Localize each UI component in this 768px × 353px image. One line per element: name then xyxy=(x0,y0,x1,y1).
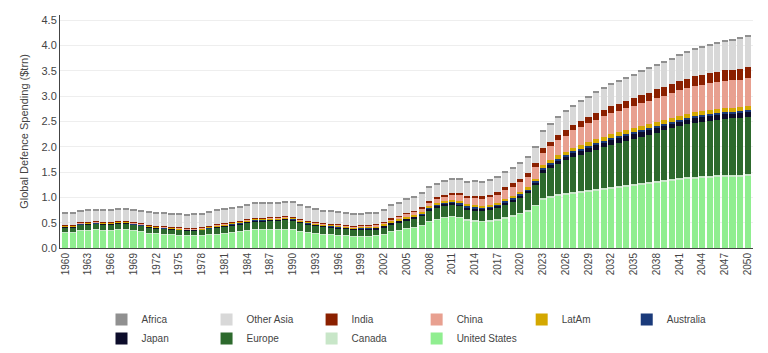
svg-text:0.5: 0.5 xyxy=(42,217,57,229)
svg-text:Japan: Japan xyxy=(142,333,169,344)
svg-text:2029: 2029 xyxy=(583,253,594,276)
svg-text:Other Asia: Other Asia xyxy=(247,314,294,325)
svg-text:1966: 1966 xyxy=(105,253,116,276)
svg-text:1999: 1999 xyxy=(355,253,366,276)
svg-text:0.0: 0.0 xyxy=(42,242,57,254)
svg-text:1960: 1960 xyxy=(60,253,71,276)
svg-text:Global Defence Spending ($trn): Global Defence Spending ($trn) xyxy=(18,54,30,209)
svg-text:2.0: 2.0 xyxy=(42,141,57,153)
svg-text:LatAm: LatAm xyxy=(562,314,591,325)
svg-text:2014: 2014 xyxy=(469,253,480,276)
svg-text:2032: 2032 xyxy=(605,253,616,276)
svg-text:1984: 1984 xyxy=(242,253,253,276)
svg-text:1.5: 1.5 xyxy=(42,166,57,178)
svg-text:2005: 2005 xyxy=(401,253,412,276)
svg-text:2047: 2047 xyxy=(719,253,730,276)
svg-text:2023: 2023 xyxy=(537,253,548,276)
svg-text:2050: 2050 xyxy=(742,253,753,276)
svg-text:2026: 2026 xyxy=(560,253,571,276)
svg-text:2038: 2038 xyxy=(651,253,662,276)
svg-text:1963: 1963 xyxy=(82,253,93,276)
svg-text:1969: 1969 xyxy=(128,253,139,276)
svg-text:2041: 2041 xyxy=(674,253,685,276)
svg-text:1987: 1987 xyxy=(264,253,275,276)
svg-text:3.5: 3.5 xyxy=(42,65,57,77)
svg-text:Australia: Australia xyxy=(667,314,706,325)
svg-text:2002: 2002 xyxy=(378,253,389,276)
svg-text:1978: 1978 xyxy=(196,253,207,276)
svg-text:2017: 2017 xyxy=(492,253,503,276)
svg-text:4.5: 4.5 xyxy=(42,14,57,26)
svg-text:1981: 1981 xyxy=(219,253,230,276)
svg-text:Africa: Africa xyxy=(142,314,168,325)
svg-text:Canada: Canada xyxy=(352,333,387,344)
svg-text:1993: 1993 xyxy=(310,253,321,276)
svg-text:1972: 1972 xyxy=(151,253,162,276)
svg-text:United States: United States xyxy=(457,333,517,344)
svg-text:1990: 1990 xyxy=(287,253,298,276)
svg-text:4.0: 4.0 xyxy=(42,39,57,51)
svg-text:Europe: Europe xyxy=(247,333,280,344)
svg-text:2020: 2020 xyxy=(514,253,525,276)
svg-text:1975: 1975 xyxy=(173,253,184,276)
svg-text:2.5: 2.5 xyxy=(42,115,57,127)
svg-text:2008: 2008 xyxy=(424,253,435,276)
svg-text:1996: 1996 xyxy=(333,253,344,276)
svg-text:2035: 2035 xyxy=(628,253,639,276)
svg-text:China: China xyxy=(457,314,484,325)
svg-text:1.0: 1.0 xyxy=(42,191,57,203)
svg-text:3.0: 3.0 xyxy=(42,90,57,102)
svg-text:2011: 2011 xyxy=(446,253,457,275)
svg-text:2044: 2044 xyxy=(696,253,707,276)
svg-text:India: India xyxy=(352,314,374,325)
